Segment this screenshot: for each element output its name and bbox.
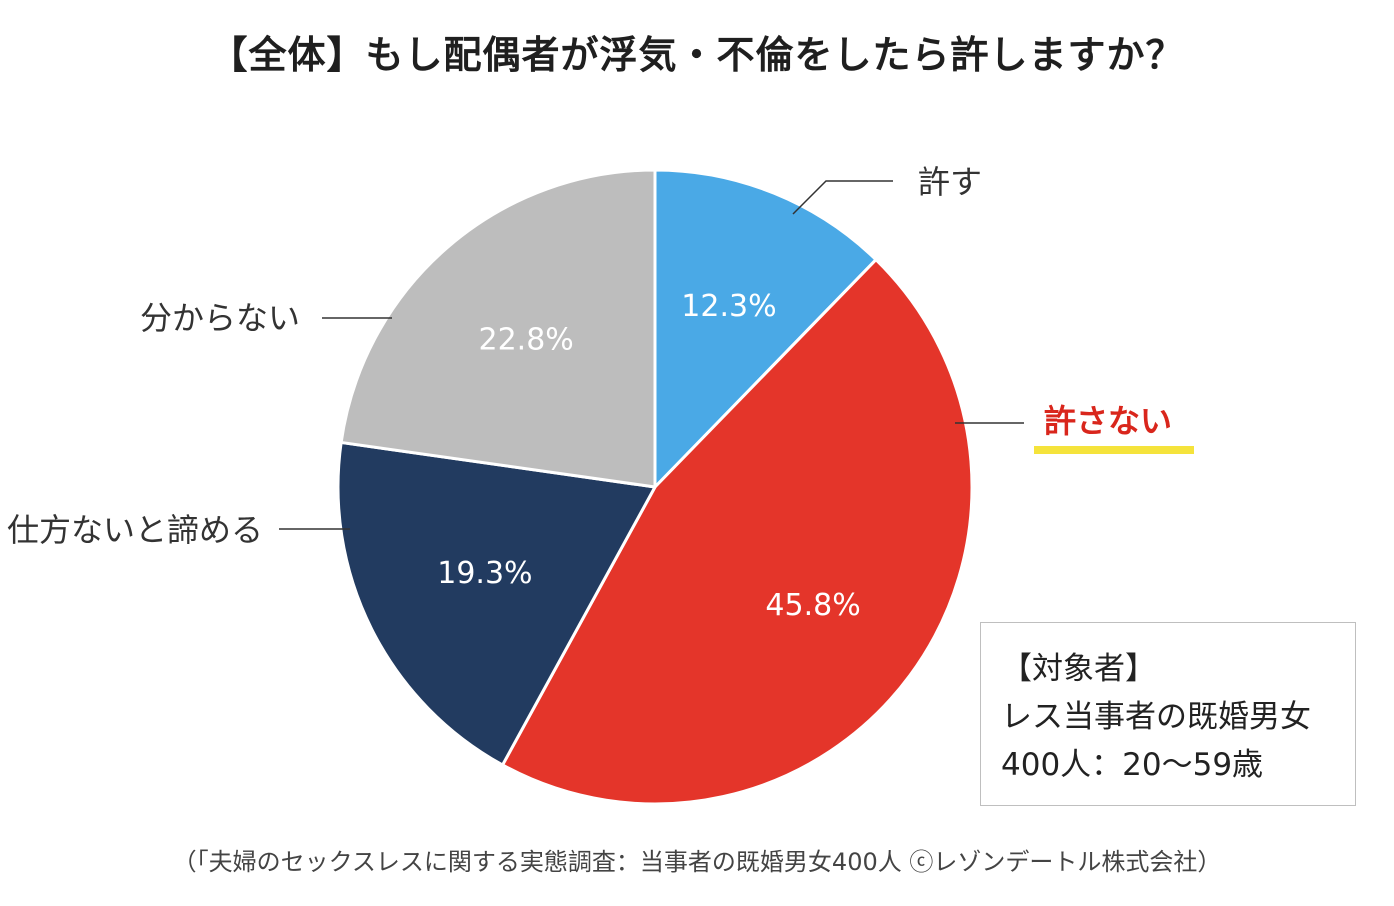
source-note: （「夫婦のセックスレスに関する実態調査：当事者の既婚男女400人 ⓒレゾンデート… xyxy=(172,848,1222,876)
info-line-target: レス当事者の既婚男女 xyxy=(1001,699,1311,735)
pie-value-label-4: 22.8% xyxy=(479,323,574,358)
info-line-heading: 【対象者】 xyxy=(1001,651,1156,687)
pie-value-label-2: 45.8% xyxy=(765,588,860,623)
category-label-2: 許さない xyxy=(1044,402,1172,440)
chart-title: 【全体】もし配偶者が浮気・不倫をしたら許しますか？ xyxy=(209,33,1185,77)
callout-line-1 xyxy=(792,180,893,215)
pie-slice-3 xyxy=(336,440,657,767)
respondent-info-box: 【対象者】 レス当事者の既婚男女 400人：20～59歳 xyxy=(980,622,1356,806)
pie-slice-1 xyxy=(653,168,878,489)
pie-value-labels: 12.3% 45.8% 19.3% 22.8% xyxy=(437,289,860,623)
pie-slice-4 xyxy=(339,168,657,489)
category-label-4: 分からない xyxy=(140,299,300,337)
pie-value-label-3: 19.3% xyxy=(437,556,532,591)
pie-slices xyxy=(336,168,974,806)
info-line-sample: 400人：20～59歳 xyxy=(1001,747,1264,783)
pie-value-label-1: 12.3% xyxy=(681,289,776,324)
category-label-1: 許す xyxy=(918,163,982,201)
category-label-3: 仕方ないと諦める xyxy=(7,511,263,549)
pie-slice-2 xyxy=(501,258,974,806)
